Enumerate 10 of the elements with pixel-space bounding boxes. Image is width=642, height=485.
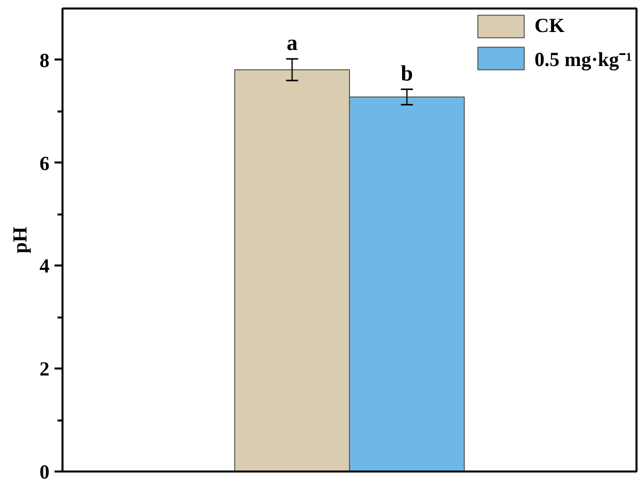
legend-label: 0.5 mg·kg⁻¹ (534, 48, 632, 72)
annotation: a (286, 30, 298, 55)
y-tick-label: 8 (40, 50, 50, 72)
y-axis-title: pH (10, 226, 32, 254)
y-tick-label: 4 (40, 256, 50, 278)
y-tick-label: 0 (40, 462, 50, 484)
annotation: b (400, 60, 414, 86)
y-tick-label: 6 (40, 152, 50, 175)
y-tick-label: 2 (40, 358, 50, 381)
legend-label: CK (534, 14, 565, 38)
